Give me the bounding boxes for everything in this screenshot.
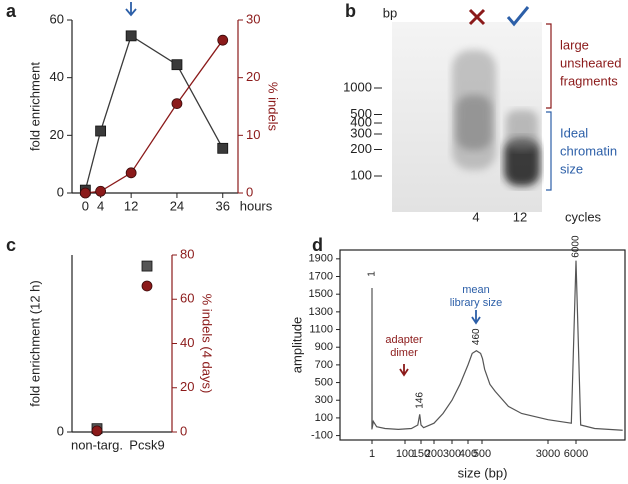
marker (95, 125, 107, 137)
x-tick-label: 0 (82, 198, 89, 213)
y-axis-label: fold enrichment (27, 62, 42, 151)
y2-axis-label: % indels (266, 82, 281, 132)
y-tick-label: 100 (315, 412, 333, 424)
x-tick-label: Pcsk9 (129, 437, 164, 452)
y2-tick-label: 10 (246, 127, 260, 142)
annotation: dimer (390, 347, 418, 359)
x-tick-label: 400 (459, 448, 477, 460)
x-tick-label: 500 (473, 448, 491, 460)
marker (171, 98, 183, 110)
y-tick-label: 60 (50, 11, 64, 26)
annotation: adapter (385, 334, 423, 346)
y-axis-label: fold enrichment (12 h) (27, 280, 42, 406)
series-line (84, 34, 224, 191)
ladder-label: 1000 (343, 79, 372, 94)
x-tick-label: 4 (97, 198, 104, 213)
peak-label: 1 (367, 271, 378, 277)
annotation: mean (462, 284, 490, 296)
y-tick-label: 0 (57, 184, 64, 199)
marker (125, 167, 137, 179)
marker (141, 280, 153, 292)
y-tick-label: 1500 (309, 288, 333, 300)
bracket-label: unsheared (560, 55, 621, 70)
y-tick-label: 1700 (309, 270, 333, 282)
marker (171, 59, 183, 71)
trace (371, 260, 623, 431)
y-tick-label: 1300 (309, 306, 333, 318)
ladder-label: 300 (350, 125, 372, 140)
y-tick-label: 1100 (309, 323, 333, 335)
y2-axis-label: % indels (4 days) (200, 294, 215, 394)
peak-label: 6000 (571, 235, 582, 258)
marker (95, 185, 107, 197)
y-axis-label: amplitude (289, 317, 304, 373)
x-tick-label: 3000 (536, 448, 560, 460)
marker (125, 30, 137, 42)
units-label: bp (383, 5, 397, 20)
y2-tick-label: 60 (180, 291, 194, 306)
y2-tick-label: 80 (180, 246, 194, 261)
y-tick-label: 0 (57, 423, 64, 438)
marker (141, 260, 153, 272)
y-tick-label: -100 (311, 429, 333, 441)
y-tick-label: 1900 (309, 253, 333, 265)
marker (217, 34, 229, 46)
peak-label: 146 (414, 392, 425, 409)
bracket-label: fragments (560, 73, 618, 88)
bracket-label: Ideal (560, 125, 588, 140)
x-tick-label: 1 (369, 448, 375, 460)
y2-tick-label: 0 (180, 423, 187, 438)
panel-label: d (312, 235, 323, 255)
y2-tick-label: 20 (180, 379, 194, 394)
lane-label: 4 (472, 209, 479, 224)
marker (217, 142, 229, 154)
bracket-label: large (560, 37, 589, 52)
bracket-label: chromatin (560, 143, 617, 158)
y2-tick-label: 30 (246, 11, 260, 26)
bracket-label: size (560, 161, 583, 176)
panel-label: a (6, 1, 17, 21)
x-tick-label: 200 (425, 448, 443, 460)
y-tick-label: 500 (315, 376, 333, 388)
x-tick-label: 300 (443, 448, 461, 460)
y2-tick-label: 0 (246, 184, 253, 199)
y2-tick-label: 20 (246, 69, 260, 84)
x-tick-label: 12 (124, 198, 138, 213)
x-tick-label: 24 (170, 198, 184, 213)
marker (91, 425, 103, 437)
panel-label: b (345, 1, 356, 21)
plot-frame (339, 249, 626, 441)
panel-label: c (6, 235, 16, 255)
ladder-label: 400 (350, 114, 372, 129)
ladder-label: 500 (350, 106, 372, 121)
y-tick-label: 700 (315, 359, 333, 371)
ladder-label: 200 (350, 141, 372, 156)
peak-label: 460 (471, 328, 482, 345)
y-tick-label: 300 (315, 394, 333, 406)
y2-tick-label: 40 (180, 335, 194, 350)
gel (392, 22, 542, 212)
lane-label: 12 (513, 209, 527, 224)
x-tick-label: 150 (412, 448, 430, 460)
series-line (85, 39, 224, 194)
x-axis-label: size (bp) (458, 465, 508, 480)
x-tick-label: 6000 (564, 448, 588, 460)
x-tick-label: non-targ. (71, 437, 123, 452)
y-tick-label: 900 (315, 341, 333, 353)
ladder-label: 100 (350, 167, 372, 182)
lane-marks (125, 2, 552, 377)
x-tick-label: 36 (216, 198, 230, 213)
x-tick-label: 100 (396, 448, 414, 460)
y-tick-label: 40 (50, 69, 64, 84)
lanes-label: cycles (565, 209, 602, 224)
annotation: library size (450, 297, 503, 309)
marker (79, 187, 91, 199)
y-tick-label: 20 (50, 127, 64, 142)
x-axis-label: hours (240, 198, 273, 213)
